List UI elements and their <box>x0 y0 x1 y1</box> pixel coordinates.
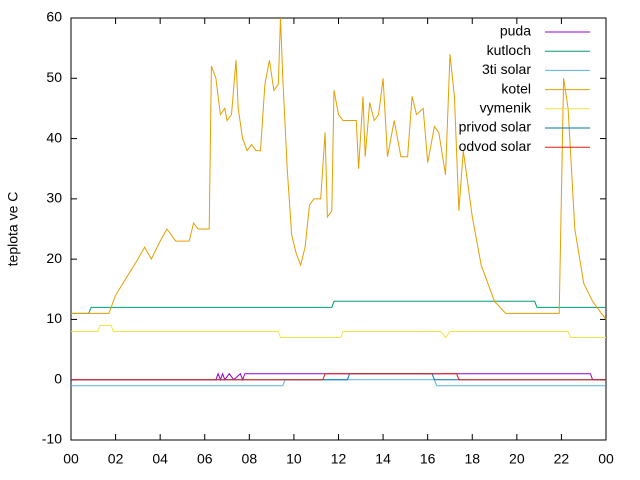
legend-label: vymenik <box>480 100 532 116</box>
series-line <box>71 373 606 381</box>
series-line <box>71 373 606 381</box>
series-line <box>71 372 606 382</box>
x-tick-label: 16 <box>420 451 436 467</box>
x-tick-label: 12 <box>331 451 347 467</box>
y-tick-label: 10 <box>46 310 62 326</box>
x-tick-label: 10 <box>286 451 302 467</box>
series-line <box>71 325 606 339</box>
x-tick-label: 00 <box>598 451 614 467</box>
legend-label: kutloch <box>487 42 531 58</box>
x-tick-label: 20 <box>509 451 525 467</box>
x-tick-label: 14 <box>375 451 391 467</box>
x-tick-label: 18 <box>464 451 480 467</box>
y-tick-label: 50 <box>46 69 62 85</box>
x-tick-label: 02 <box>108 451 124 467</box>
x-tick-label: 00 <box>63 451 79 467</box>
y-tick-label: -10 <box>42 431 62 447</box>
legend-label: odvod solar <box>459 138 532 154</box>
series-line <box>71 379 606 387</box>
y-tick-label: 0 <box>54 370 62 386</box>
x-tick-label: 04 <box>152 451 168 467</box>
y-tick-label: 20 <box>46 250 62 266</box>
legend-label: puda <box>500 23 531 39</box>
legend-label: 3ti solar <box>482 61 531 77</box>
x-tick-label: 22 <box>554 451 570 467</box>
y-tick-label: 40 <box>46 129 62 145</box>
legend-label: privod solar <box>459 119 532 135</box>
y-tick-label: 30 <box>46 190 62 206</box>
y-tick-label: 60 <box>46 9 62 25</box>
x-tick-label: 08 <box>242 451 258 467</box>
series-line <box>71 300 606 314</box>
legend-label: kotel <box>501 80 531 96</box>
series-line <box>71 17 607 320</box>
y-axis-label: teplota ve C <box>5 192 21 267</box>
x-tick-label: 06 <box>197 451 213 467</box>
